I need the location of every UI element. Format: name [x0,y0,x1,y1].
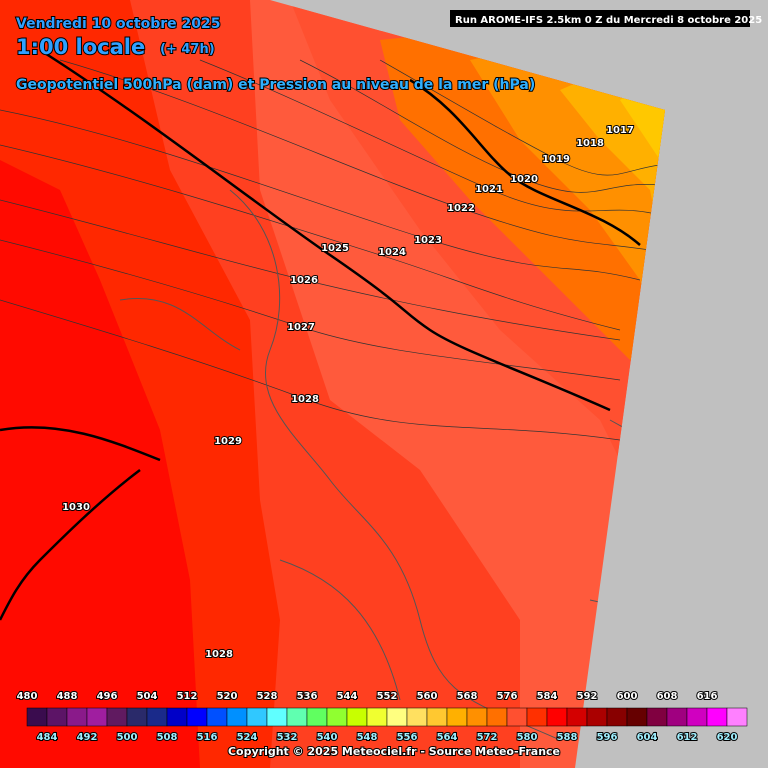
colorbar-swatch [546,707,568,727]
colorbar-label: 596 [597,732,618,743]
contour-576 [0,48,641,621]
colorbar-swatch [286,707,308,727]
run-box [450,10,750,27]
colorbar-swatch [466,707,488,727]
colorbar-label: 560 [417,691,438,702]
isobar-label: 1030 [62,502,90,513]
time: 1:00 locale [16,35,145,59]
colorbar-label: 520 [217,691,238,702]
colorbar-label: 604 [637,732,658,743]
colorbar-label: 500 [117,732,138,743]
colorbar-swatch [606,707,628,727]
colorbar-label: 480 [17,691,38,702]
isobar-label: 1027 [287,322,315,333]
colorbar-swatch [706,707,728,727]
colorbar-label: 484 [37,732,58,743]
colorbar-swatch [46,707,68,727]
colorbar-label: 612 [677,732,698,743]
colorbar-swatch [646,707,668,727]
isobar-label: 1021 [475,184,503,195]
colorbar-label: 616 [697,691,718,702]
colorbar-label: 608 [657,691,678,702]
colorbar-swatch [386,707,408,727]
colorbar-label: 620 [717,732,738,743]
colorbar-swatch [366,707,388,727]
colorbar-swatch [406,707,428,727]
colorbar-label: 600 [617,691,638,702]
lead: (+ 47h) [160,42,215,57]
colorbar-label: 540 [317,732,338,743]
colorbar-label: 584 [537,691,558,702]
colorbar-swatch [326,707,348,727]
colorbar-swatch [166,707,188,727]
colorbar-label: 528 [257,691,278,702]
colorbar-label: 568 [457,691,478,702]
colorbar-label: 548 [357,732,378,743]
colorbar-label: 580 [517,732,538,743]
isobar-label: 1023 [414,235,442,246]
colorbar-swatch [266,707,288,727]
isobar-label: 1026 [290,275,318,286]
colorbar-swatch [726,707,748,727]
isobar-label: 1018 [576,138,604,149]
date: Vendredi 10 octobre 2025 [16,16,221,32]
colorbar-label: 576 [497,691,518,702]
isobar-label: 1022 [447,203,475,214]
isobar-label: 1024 [378,247,406,258]
isobar-label: 1017 [606,125,634,136]
colorbar-swatch [126,707,148,727]
colorbar-label: 544 [337,691,358,702]
colorbar-swatch [486,707,508,727]
map-title: Geopotentiel 500hPa (dam) et Pression au… [16,77,535,93]
colorbar-swatch [626,707,648,727]
colorbar-label: 588 [557,732,578,743]
colorbar-swatch [206,707,228,727]
run-info: Run AROME-IFS 2.5km 0 Z du Mercredi 8 oc… [455,15,762,26]
colorbar-swatch [26,707,48,727]
colorbar-swatch [566,707,588,727]
colorbar-label: 508 [157,732,178,743]
colorbar-swatch [146,707,168,727]
colorbar-swatch [446,707,468,727]
colorbar-label: 516 [197,732,218,743]
colorbar-label: 556 [397,732,418,743]
colorbar-swatch [66,707,88,727]
colorbar-swatch [226,707,248,727]
colorbar-swatch [306,707,328,727]
colorbar-label: 564 [437,732,458,743]
colorbar-label: 572 [477,732,498,743]
isobar-label: 1028 [291,394,319,405]
colorbar-label: 512 [177,691,198,702]
colorbar-label: 488 [57,691,78,702]
colorbar-swatch [426,707,448,727]
colorbar-swatch [686,707,708,727]
colorbar-swatch [666,707,688,727]
colorbar-swatch [246,707,268,727]
colorbar-label: 492 [77,732,98,743]
colorbar-label: 536 [297,691,318,702]
colorbar-swatch [106,707,128,727]
colorbar-swatch [586,707,608,727]
colorbar-label: 524 [237,732,258,743]
copyright: Copyright © 2025 Meteociel.fr - Source M… [228,745,560,758]
colorbar-swatch [186,707,208,727]
isobar-label: 1019 [542,154,570,165]
colorbar-label: 552 [377,691,398,702]
isobar-label: 1029 [214,436,242,447]
colorbar-swatch [346,707,368,727]
isobar-label: 1025 [321,243,349,254]
colorbar-swatch [506,707,528,727]
colorbar-swatch [526,707,548,727]
isobars [0,59,661,441]
colorbar-label: 592 [577,691,598,702]
colorbar-label: 532 [277,732,298,743]
isobar-label: 1028 [205,649,233,660]
colorbar-label: 504 [137,691,158,702]
colorbar-swatch [86,707,108,727]
isobar-label: 1020 [510,174,538,185]
colorbar-label: 496 [97,691,118,702]
